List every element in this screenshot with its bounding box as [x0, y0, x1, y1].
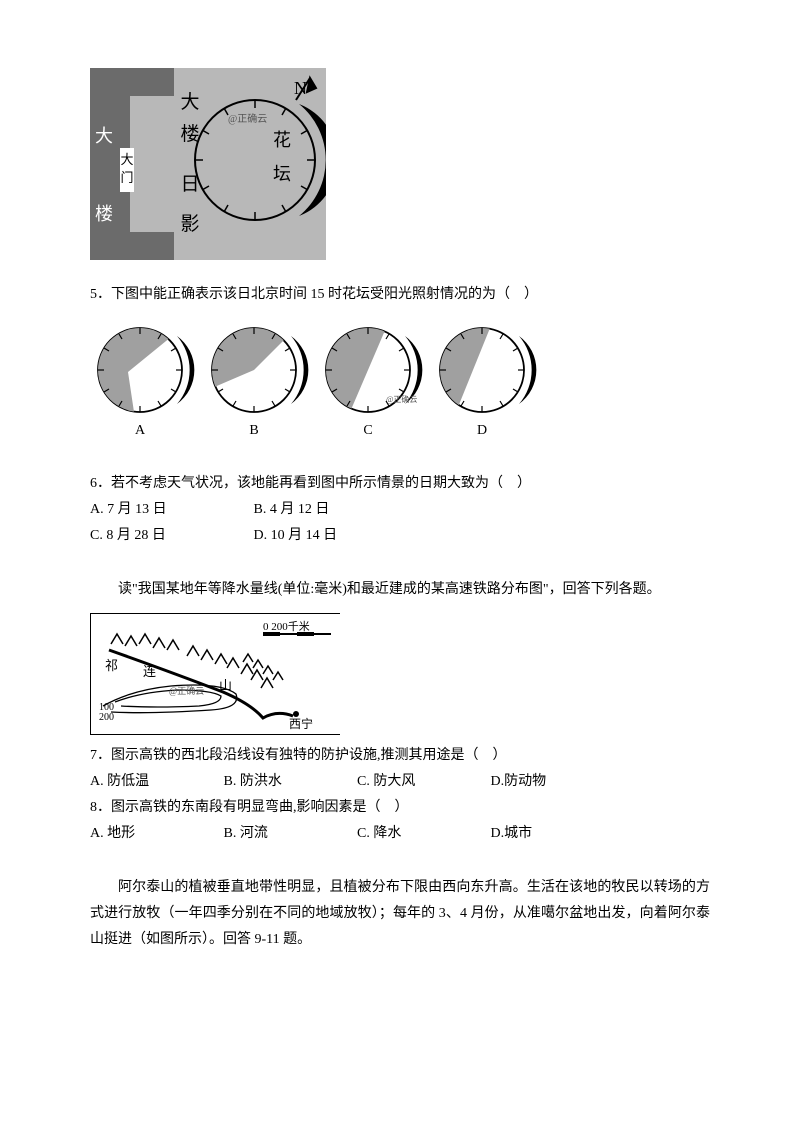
- svg-text:连: 连: [143, 664, 156, 679]
- building-shadow-figure: 大 门 大 楼 大 楼 日 影: [90, 60, 710, 260]
- question-8-text: 8．图示高铁的东南段有明显弯曲,影响因素是（ ）: [90, 800, 409, 815]
- svg-text:西宁: 西宁: [289, 716, 313, 731]
- qilian-rail-figure: 0 200千米 100 200 西宁: [90, 613, 710, 735]
- svg-text:@正确云: @正确云: [169, 685, 204, 696]
- q8-opt-b: B. 河流: [224, 821, 354, 847]
- question-8: 8．图示高铁的东南段有明显弯曲,影响因素是（ ）: [90, 795, 710, 821]
- svg-text:C: C: [363, 423, 372, 438]
- svg-text:影: 影: [180, 213, 199, 235]
- svg-text:山: 山: [219, 678, 232, 693]
- four-options-figure: @正确云: [90, 322, 710, 445]
- svg-text:@正确云: @正确云: [386, 394, 417, 404]
- svg-text:大: 大: [95, 126, 113, 146]
- question-7-options: A. 防低温 B. 防洪水 C. 防大风 D.防动物: [90, 769, 710, 795]
- question-6-options: A. 7 月 13 日 B. 4 月 12 日: [90, 497, 710, 523]
- svg-text:N: N: [294, 78, 307, 98]
- svg-text:200: 200: [99, 712, 114, 723]
- svg-text:花: 花: [273, 130, 291, 150]
- question-6: 6．若不考虑天气状况，该地能再看到图中所示情景的日期大致为（ ）: [90, 471, 710, 497]
- svg-text:祁: 祁: [105, 658, 118, 673]
- passage-3-text: 阿尔泰山的植被垂直地带性明显，且植被分布下限由西向东升高。生活在该地的牧民以转场…: [90, 880, 710, 947]
- svg-text:楼: 楼: [95, 204, 113, 224]
- q6-opt-d: D. 10 月 14 日: [254, 523, 338, 549]
- svg-text:楼: 楼: [180, 123, 199, 145]
- q7-opt-c: C. 防大风: [357, 769, 487, 795]
- passage-precipitation-rail: 读"我国某地年等降水量线(单位:毫米)和最近建成的某高速铁路分布图"，回答下列各…: [90, 577, 710, 603]
- question-6-options-row2: C. 8 月 28 日 D. 10 月 14 日: [90, 523, 710, 549]
- svg-text:大: 大: [120, 152, 133, 167]
- passage-altai: 阿尔泰山的植被垂直地带性明显，且植被分布下限由西向东升高。生活在该地的牧民以转场…: [90, 875, 710, 953]
- question-6-text: 6．若不考虑天气状况，该地能再看到图中所示情景的日期大致为（ ）: [90, 476, 531, 491]
- question-5: 5．下图中能正确表示该日北京时间 15 时花坛受阳光照射情况的为（ ）: [90, 282, 710, 308]
- q6-opt-b: B. 4 月 12 日: [254, 497, 330, 523]
- q6-opt-c: C. 8 月 28 日: [90, 523, 250, 549]
- question-5-text: 5．下图中能正确表示该日北京时间 15 时花坛受阳光照射情况的为（ ）: [90, 287, 538, 302]
- svg-text:D: D: [477, 423, 487, 438]
- svg-text:B: B: [249, 423, 258, 438]
- svg-text:@正确云: @正确云: [228, 112, 267, 125]
- q8-opt-d: D.城市: [491, 821, 533, 847]
- svg-text:A: A: [135, 423, 146, 438]
- q7-opt-d: D.防动物: [491, 769, 547, 795]
- svg-text:0 200千米: 0 200千米: [263, 620, 310, 633]
- q8-opt-a: A. 地形: [90, 821, 220, 847]
- svg-text:大: 大: [180, 91, 199, 113]
- svg-text:门: 门: [120, 170, 133, 185]
- svg-text:坛: 坛: [273, 164, 291, 184]
- q6-opt-a: A. 7 月 13 日: [90, 497, 250, 523]
- question-8-options: A. 地形 B. 河流 C. 降水 D.城市: [90, 821, 710, 847]
- q7-opt-b: B. 防洪水: [224, 769, 354, 795]
- passage-2-text: 读"我国某地年等降水量线(单位:毫米)和最近建成的某高速铁路分布图"，回答下列各…: [118, 582, 661, 597]
- question-7: 7．图示高铁的西北段沿线设有独特的防护设施,推测其用途是（ ）: [90, 743, 710, 769]
- question-7-text: 7．图示高铁的西北段沿线设有独特的防护设施,推测其用途是（ ）: [90, 748, 507, 763]
- q7-opt-a: A. 防低温: [90, 769, 220, 795]
- q8-opt-c: C. 降水: [357, 821, 487, 847]
